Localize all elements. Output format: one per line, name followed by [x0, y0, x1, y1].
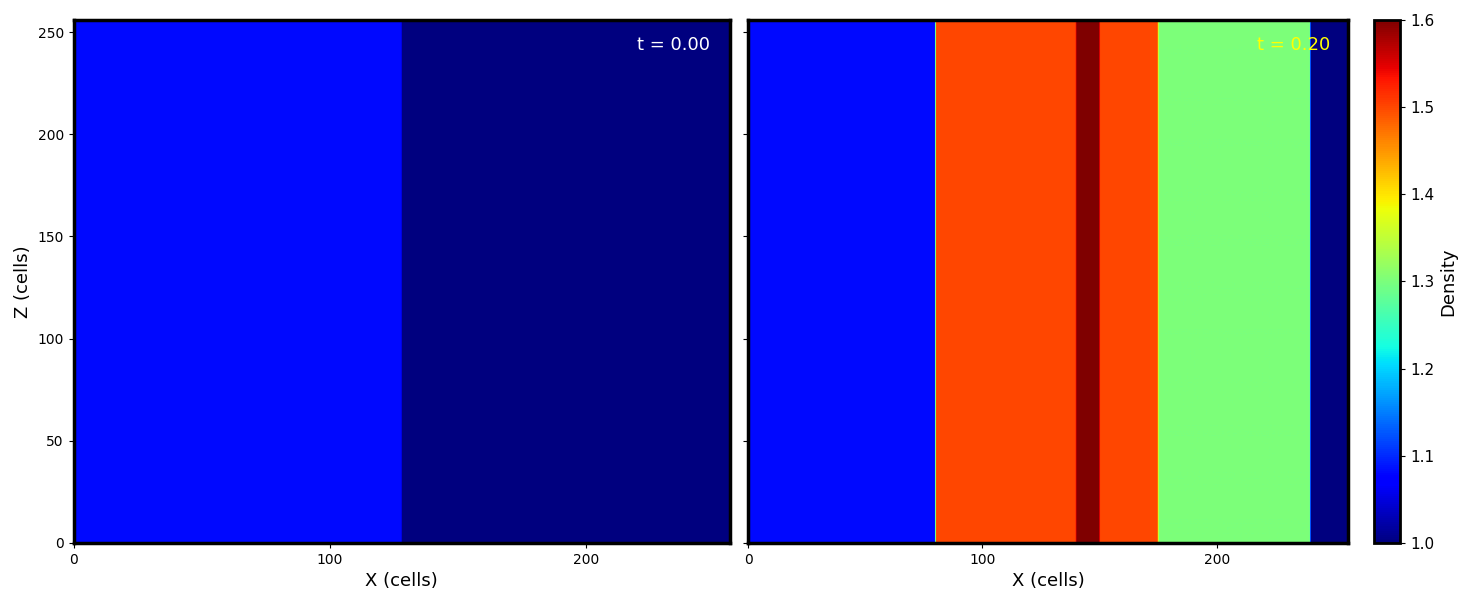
- Text: t = 0.20: t = 0.20: [1257, 36, 1330, 54]
- X-axis label: X (cells): X (cells): [1012, 572, 1084, 590]
- Y-axis label: Z (cells): Z (cells): [13, 245, 32, 318]
- Y-axis label: Density: Density: [1440, 247, 1457, 316]
- X-axis label: X (cells): X (cells): [366, 572, 438, 590]
- Text: t = 0.00: t = 0.00: [637, 36, 709, 54]
